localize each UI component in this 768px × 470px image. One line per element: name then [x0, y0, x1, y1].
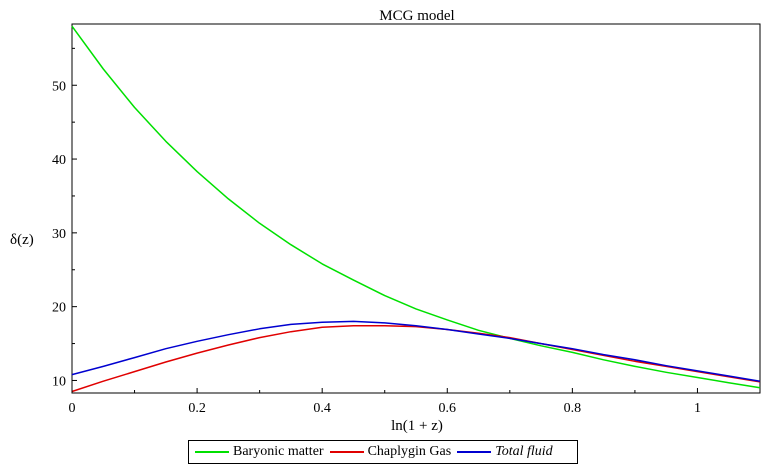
y-tick-label-0: 10 [52, 374, 66, 389]
y-tick-label-4: 50 [52, 79, 66, 94]
legend-swatch-total [457, 451, 492, 453]
x-tick-label-3: 0.6 [439, 401, 457, 416]
x-tick-label-5: 1 [694, 401, 701, 416]
plot-frame [71, 23, 761, 394]
x-axis-label: ln(1 + z) [391, 418, 443, 434]
series-line-0 [71, 25, 761, 389]
x-tick-label-1: 0.2 [188, 401, 206, 416]
x-tick-label-0: 0 [69, 401, 76, 416]
y-tick-label-3: 40 [52, 153, 66, 168]
legend-item-total: Total fluid [457, 444, 553, 460]
legend-label-total: Total fluid [495, 444, 553, 459]
legend-item-chaplygin: Chaplygin Gas [329, 444, 452, 460]
legend-label-chaplygin: Chaplygin Gas [367, 444, 452, 459]
y-axis-label: δ(z) [10, 232, 34, 248]
legend: Baryonic matter Chaplygin Gas Total flui… [188, 440, 578, 464]
ticks-layer: 0 0.2 0.4 0.6 0.8 1 10 20 30 40 50 [52, 47, 761, 416]
series-line-2 [71, 320, 761, 382]
legend-label-baryonic: Baryonic matter [233, 444, 324, 459]
series-line-1 [71, 325, 761, 393]
x-tick-label-2: 0.4 [313, 401, 331, 416]
y-tick-label-1: 20 [52, 301, 66, 316]
legend-swatch-baryonic [195, 451, 229, 453]
y-tick-label-2: 30 [52, 227, 66, 242]
x-tick-label-4: 0.8 [564, 401, 582, 416]
legend-swatch-chaplygin [329, 451, 364, 453]
series-layer [71, 25, 761, 393]
legend-item-baryonic: Baryonic matter [195, 444, 324, 460]
chart-title: MCG model [379, 8, 454, 24]
